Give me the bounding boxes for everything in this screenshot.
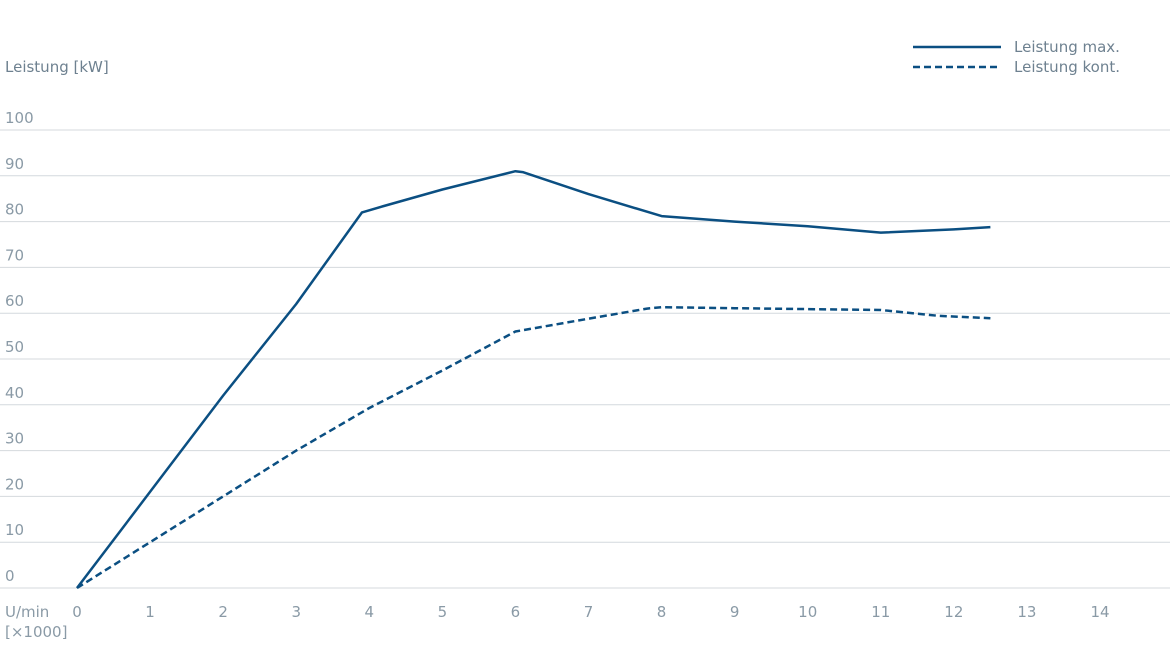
x-tick-label-9: 9: [730, 603, 740, 621]
x-tick-label-11: 11: [871, 603, 890, 621]
y-tick-label-30: 30: [5, 430, 24, 448]
x-tick-label-13: 13: [1017, 603, 1036, 621]
y-tick-label-70: 70: [5, 246, 24, 264]
y-tick-label-0: 0: [5, 567, 15, 585]
x-tick-label-14: 14: [1090, 603, 1109, 621]
x-tick-label-10: 10: [798, 603, 817, 621]
y-tick-label-80: 80: [5, 201, 24, 219]
x-tick-label-4: 4: [365, 603, 375, 621]
x-tick-label-1: 1: [145, 603, 155, 621]
legend-label-max: Leistung max.: [1014, 38, 1120, 56]
y-tick-label-20: 20: [5, 475, 24, 493]
y-tick-label-60: 60: [5, 292, 24, 310]
x-tick-label-6: 6: [511, 603, 521, 621]
series-line-max: [76, 169, 991, 589]
y-axis-label: Leistung [kW]: [5, 58, 109, 76]
x-tick-label-3: 3: [291, 603, 301, 621]
y-tick-labels: 0 10 20 30 40 50 60 70 80 90 100: [5, 109, 34, 585]
y-tick-label-90: 90: [5, 155, 24, 173]
legend: Leistung max. Leistung kont.: [913, 38, 1120, 76]
legend-label-kont: Leistung kont.: [1014, 58, 1120, 76]
x-tick-labels: 0 1 2 3 4 5 6 7 8 9 10 11 12 13 14: [72, 603, 1109, 621]
y-tick-label-50: 50: [5, 338, 24, 356]
x-axis-unit: [×1000]: [5, 623, 67, 641]
series-lines: [76, 169, 991, 590]
x-axis-label: U/min: [5, 603, 49, 621]
x-tick-label-7: 7: [584, 603, 594, 621]
x-tick-label-12: 12: [944, 603, 963, 621]
x-tick-label-2: 2: [218, 603, 228, 621]
x-tick-label-8: 8: [657, 603, 667, 621]
series-line-kont: [76, 305, 991, 590]
y-tick-label-10: 10: [5, 521, 24, 539]
y-tick-label-40: 40: [5, 384, 24, 402]
x-tick-label-0: 0: [72, 603, 82, 621]
x-tick-label-5: 5: [438, 603, 448, 621]
grid-lines: [0, 129, 1170, 589]
y-tick-label-100: 100: [5, 109, 34, 127]
